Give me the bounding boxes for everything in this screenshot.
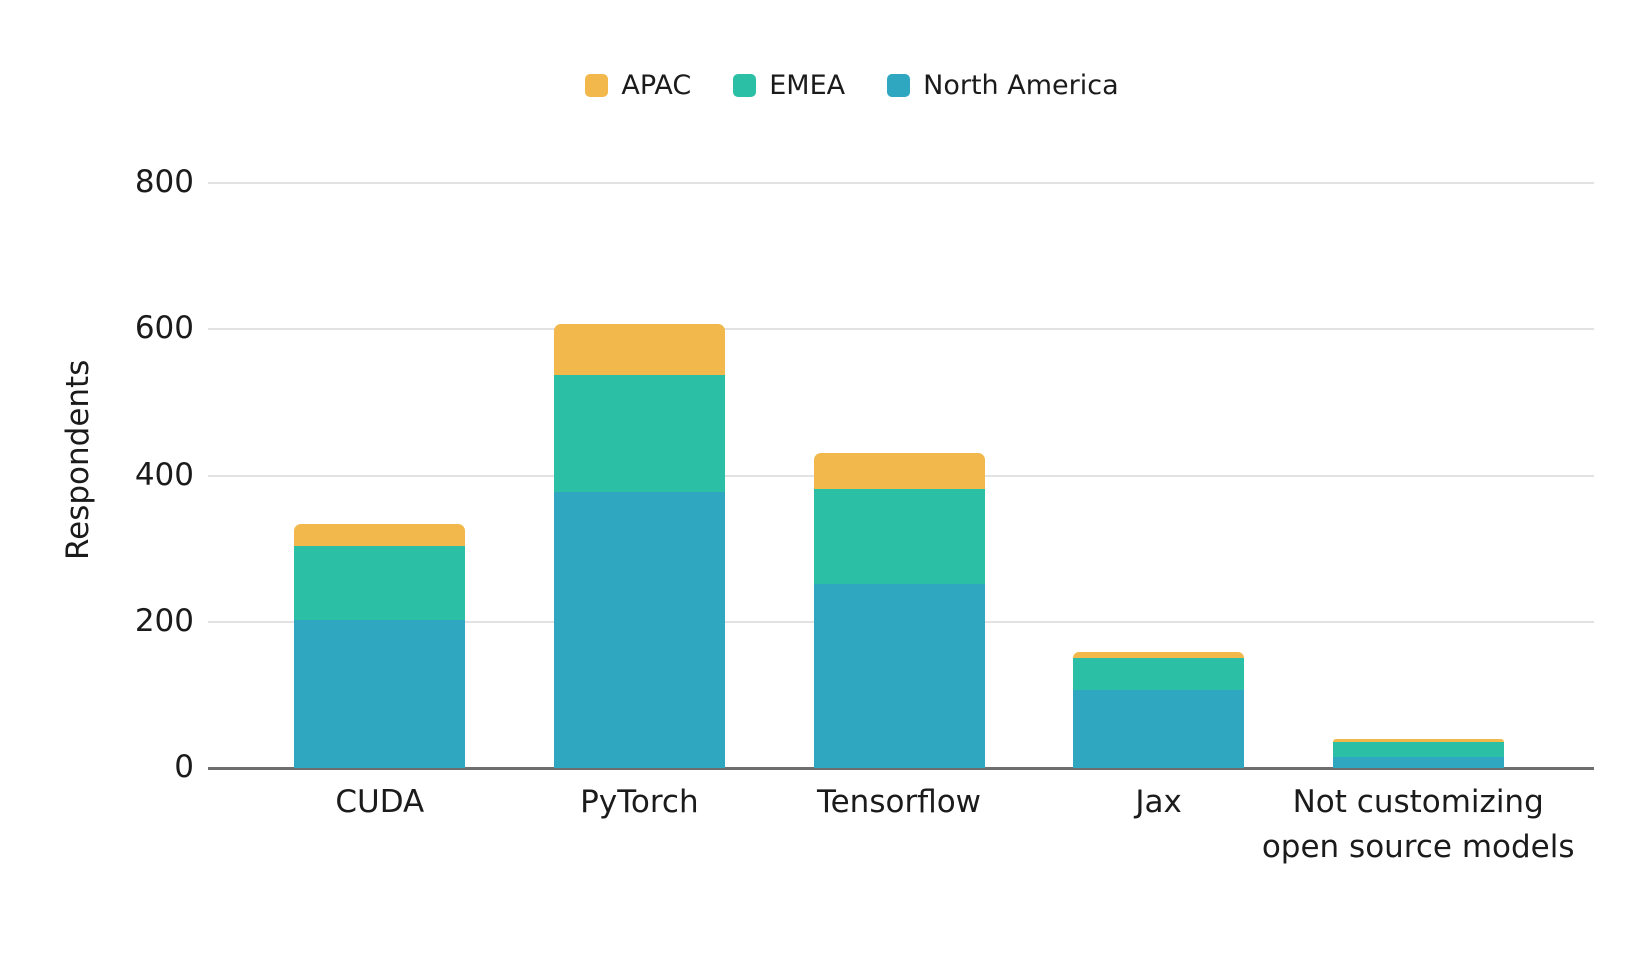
legend-item-emea[interactable]: EMEA <box>733 72 845 99</box>
y-tick-label-600: 600 <box>134 310 194 347</box>
legend-swatch-apac <box>585 73 609 97</box>
bar-segment-jax-apac[interactable] <box>1073 651 1245 658</box>
x-category-label-jax: Jax <box>1135 784 1182 820</box>
x-category-label-tensorflow: Tensorflow <box>816 784 982 820</box>
legend-item-apac[interactable]: APAC <box>585 72 691 99</box>
bar-segment-pytorch-emea[interactable] <box>553 375 725 493</box>
bar-segment-tensorflow-north-america[interactable] <box>813 584 985 768</box>
y-tick-label-200: 200 <box>134 602 194 639</box>
bar-segment-not-customizing-open-source-models-emea[interactable] <box>1332 741 1504 758</box>
bar-segment-cuda-apac[interactable] <box>294 524 466 547</box>
bar-segment-pytorch-apac[interactable] <box>553 324 725 376</box>
x-category-label-not-customizing-open-source-models: Not customizing open source models <box>1261 784 1575 865</box>
bar-segment-pytorch-north-america[interactable] <box>553 492 725 768</box>
bar-segment-tensorflow-emea[interactable] <box>813 488 985 585</box>
legend-item-north-america[interactable]: North America <box>887 69 1119 101</box>
bar-segment-cuda-north-america[interactable] <box>294 619 466 768</box>
bar-segment-not-customizing-open-source-models-apac[interactable] <box>1332 738 1504 742</box>
y-tick-label-400: 400 <box>134 456 194 493</box>
gridline-800 <box>208 182 1594 184</box>
bar-segment-not-customizing-open-source-models-north-america[interactable] <box>1332 757 1504 768</box>
x-category-label-cuda: CUDA <box>335 784 425 820</box>
bar-segment-cuda-emea[interactable] <box>294 546 466 620</box>
chart-legend: APAC EMEA North America <box>0 68 1646 102</box>
bar-segment-jax-emea[interactable] <box>1073 657 1245 690</box>
legend-swatch-north-america <box>887 73 911 97</box>
legend-label-apac: APAC <box>621 69 692 101</box>
gridline-600 <box>208 328 1594 331</box>
legend-label-north-america: North America <box>923 69 1119 101</box>
x-axis-line <box>208 766 1594 770</box>
y-tick-label-800: 800 <box>134 164 194 200</box>
y-tick-label-0: 0 <box>174 749 194 785</box>
legend-swatch-emea <box>733 73 757 97</box>
bar-segment-tensorflow-apac[interactable] <box>813 452 985 489</box>
bar-segment-jax-north-america[interactable] <box>1073 689 1245 768</box>
x-category-label-pytorch: PyTorch <box>580 784 699 820</box>
legend-label-emea: EMEA <box>769 69 846 101</box>
